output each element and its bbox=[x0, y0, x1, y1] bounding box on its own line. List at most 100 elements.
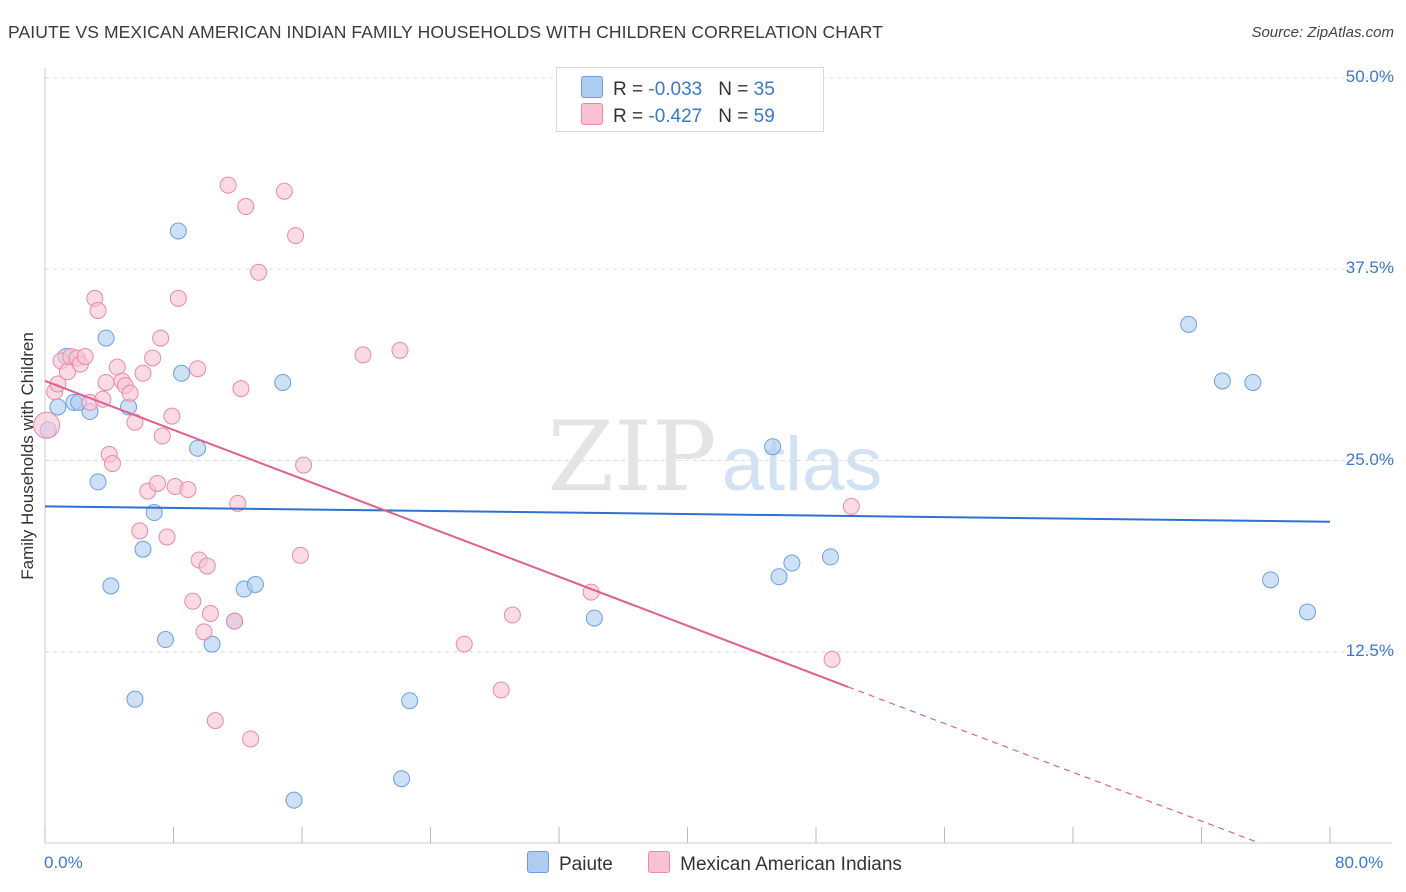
mexican-american-indians-point bbox=[391, 341, 409, 359]
mexican-american-indians-point bbox=[275, 182, 293, 200]
legend-row-paiute: R = -0.033 N = 35 bbox=[581, 76, 775, 102]
paiute-point bbox=[126, 690, 144, 708]
y-tick-label: 12.5% bbox=[1345, 640, 1394, 660]
mexican-american-indians-point bbox=[229, 494, 247, 512]
gridlines bbox=[45, 77, 1392, 653]
data-points bbox=[33, 176, 1317, 809]
mexican-american-indians-point bbox=[158, 528, 176, 546]
mexican-american-indians-point bbox=[242, 730, 260, 748]
paiute-point bbox=[285, 791, 303, 809]
r-label: R = bbox=[613, 79, 649, 100]
series-legend: Paiute Mexican American Indians bbox=[527, 851, 932, 876]
paiute-point bbox=[102, 577, 120, 595]
mexican-american-indians-point bbox=[287, 227, 305, 245]
paiute-point bbox=[156, 631, 174, 649]
mexican-american-indians-trend-line bbox=[44, 380, 849, 688]
chart-title: PAIUTE VS MEXICAN AMERICAN INDIAN FAMILY… bbox=[8, 22, 884, 42]
legend-label-paiute: Paiute bbox=[559, 854, 613, 875]
paiute-point bbox=[783, 554, 801, 572]
legend-item-mexican-american-indians: Mexican American Indians bbox=[648, 851, 902, 876]
mexican-american-indians-point bbox=[76, 347, 94, 365]
paiute-point bbox=[97, 329, 115, 347]
mexican-american-indians-point bbox=[226, 612, 244, 630]
mexican-american-indians-point bbox=[195, 623, 213, 641]
n-value: 35 bbox=[753, 79, 775, 100]
mexican-american-indians-point bbox=[354, 346, 372, 364]
paiute-point bbox=[169, 222, 187, 240]
mexican-american-indians-point bbox=[842, 497, 860, 515]
mexican-american-indians-point bbox=[455, 635, 473, 653]
legend-item-paiute: Paiute bbox=[527, 851, 613, 876]
mexican-american-indians-point bbox=[201, 605, 219, 622]
paiute-point bbox=[203, 635, 221, 653]
n-label: N = bbox=[718, 106, 754, 127]
mexican-american-indians-swatch bbox=[581, 103, 603, 125]
paiute-point bbox=[89, 473, 107, 491]
legend-label-mexican-american-indians: Mexican American Indians bbox=[680, 854, 902, 875]
mexican-american-indians-point bbox=[492, 681, 510, 699]
r-value: -0.033 bbox=[648, 79, 703, 100]
paiute-point bbox=[1244, 373, 1262, 391]
mexican-american-indians-point bbox=[295, 456, 313, 474]
r-label: R = bbox=[613, 106, 649, 127]
y-tick-label: 50.0% bbox=[1345, 67, 1394, 86]
mexican-american-indians-point bbox=[121, 384, 139, 402]
mexican-american-indians-point bbox=[33, 411, 61, 439]
watermark: ZIP atlas bbox=[547, 401, 882, 513]
y-tick-label: 37.5% bbox=[1345, 258, 1394, 278]
mexican-american-indians-point bbox=[206, 712, 224, 730]
n-label: N = bbox=[718, 79, 754, 100]
trend-lines bbox=[44, 380, 1331, 844]
y-tick-label: 25.0% bbox=[1345, 449, 1394, 469]
correlation-legend: R = -0.033 N = 35 R = -0.427 N = 59 bbox=[556, 67, 824, 132]
watermark-zip: ZIP bbox=[547, 401, 716, 513]
mexican-american-indians-point bbox=[144, 349, 162, 367]
x-tick-label-max: 80.0% bbox=[1335, 853, 1384, 872]
mexican-american-indians-point bbox=[237, 198, 255, 216]
chart-source: Source: ZipAtlas.com bbox=[1251, 24, 1394, 41]
x-tick-label-min: 0.0% bbox=[44, 853, 83, 872]
mexican-american-indians-point bbox=[232, 380, 250, 398]
paiute-point bbox=[585, 609, 603, 627]
mexican-american-indians-point bbox=[503, 606, 521, 624]
mexican-american-indians-point bbox=[148, 474, 166, 492]
paiute-point bbox=[173, 364, 191, 382]
paiute-point bbox=[821, 548, 839, 566]
paiute-point bbox=[393, 770, 411, 788]
paiute-point bbox=[1213, 372, 1231, 390]
mexican-american-indians-point bbox=[179, 481, 197, 499]
r-value: -0.427 bbox=[648, 106, 703, 127]
n-value: 59 bbox=[753, 106, 775, 127]
mexican-american-indians-point bbox=[153, 427, 171, 445]
mexican-american-indians-point bbox=[219, 176, 237, 194]
mexican-american-indians-point bbox=[291, 546, 309, 564]
mexican-american-indians-trend-extension bbox=[847, 686, 1260, 844]
watermark-atlas: atlas bbox=[722, 422, 883, 507]
paiute-point bbox=[1299, 603, 1317, 621]
mexican-american-indians-point bbox=[89, 302, 107, 320]
paiute-swatch bbox=[527, 851, 549, 873]
mexican-american-indians-point bbox=[169, 289, 187, 307]
legend-row-mexican-american-indians: R = -0.427 N = 59 bbox=[581, 103, 775, 129]
paiute-point bbox=[764, 438, 782, 456]
paiute-point bbox=[134, 540, 152, 558]
mexican-american-indians-point bbox=[250, 263, 268, 281]
paiute-point bbox=[1262, 571, 1280, 589]
mexican-american-indians-point bbox=[184, 592, 202, 610]
paiute-point bbox=[49, 398, 67, 416]
mexican-american-indians-point bbox=[152, 329, 170, 347]
axes bbox=[44, 68, 1392, 844]
paiute-swatch bbox=[581, 76, 603, 98]
mexican-american-indians-point bbox=[198, 557, 216, 575]
paiute-trend-line bbox=[44, 505, 1331, 523]
paiute-point bbox=[274, 373, 292, 391]
mexican-american-indians-swatch bbox=[648, 851, 671, 873]
mexican-american-indians-point bbox=[189, 360, 207, 378]
mexican-american-indians-point bbox=[823, 650, 841, 668]
paiute-point bbox=[1180, 315, 1198, 333]
paiute-point bbox=[246, 575, 264, 593]
mexican-american-indians-point bbox=[103, 455, 121, 473]
paiute-point bbox=[401, 692, 419, 710]
mexican-american-indians-point bbox=[134, 364, 152, 382]
